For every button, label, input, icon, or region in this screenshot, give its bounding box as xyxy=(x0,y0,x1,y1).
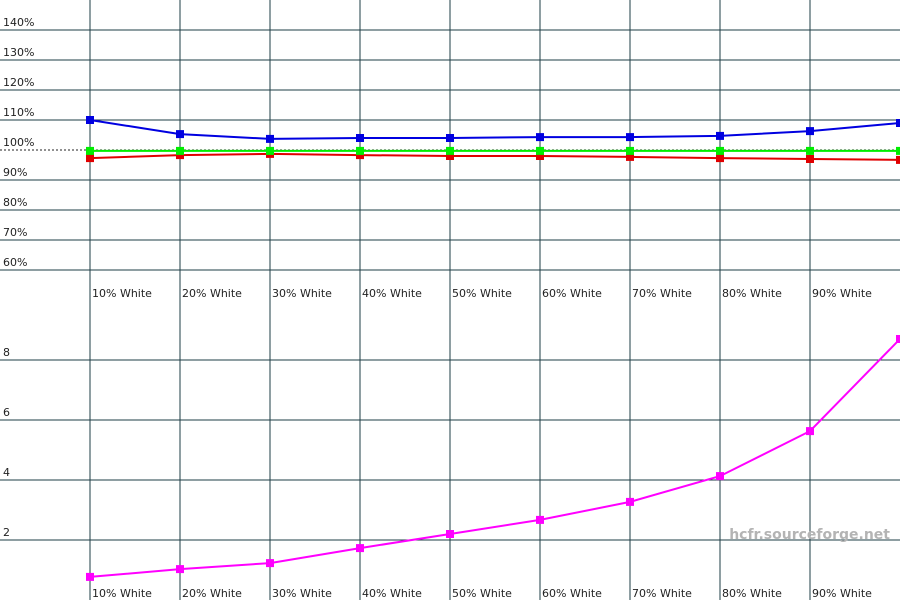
x-tick-label: 80% White xyxy=(722,287,782,300)
point-marker xyxy=(896,155,900,164)
x-tick-label: 90% White xyxy=(812,287,872,300)
y-tick-label: 6 xyxy=(3,406,10,419)
x-tick-label: 70% White xyxy=(632,587,692,600)
point-marker xyxy=(626,133,634,142)
y-tick-label: 110% xyxy=(3,106,34,119)
point-marker xyxy=(356,151,364,160)
y-tick-label: 140% xyxy=(3,16,34,29)
point-marker xyxy=(266,559,274,568)
point-marker xyxy=(86,572,94,581)
point-marker xyxy=(626,146,634,155)
y-tick-label: 90% xyxy=(3,166,27,179)
point-marker xyxy=(896,335,900,343)
x-tick-label: 30% White xyxy=(272,287,332,300)
series-line xyxy=(89,119,900,140)
point-marker xyxy=(266,146,274,155)
x-tick-label: 40% White xyxy=(362,587,422,600)
x-tick-label: 80% White xyxy=(722,587,782,600)
x-tick-label: 50% White xyxy=(452,587,512,600)
point-marker xyxy=(806,427,814,436)
y-tick-label: 120% xyxy=(3,76,34,89)
y-tick-label: 80% xyxy=(3,196,27,209)
y-tick-label: 4 xyxy=(3,466,10,479)
point-marker xyxy=(86,154,94,163)
point-marker xyxy=(896,119,900,127)
x-tick-label: 70% White xyxy=(632,287,692,300)
point-marker xyxy=(536,515,544,524)
series-line xyxy=(89,338,900,578)
point-marker xyxy=(356,134,364,142)
point-marker xyxy=(86,146,94,155)
y-tick-label: 100% xyxy=(3,136,34,149)
point-marker xyxy=(86,116,94,124)
point-marker xyxy=(446,146,454,155)
point-marker xyxy=(716,154,724,163)
y-tick-label: 70% xyxy=(3,226,27,239)
series-line xyxy=(89,152,900,161)
x-tick-label: 30% White xyxy=(272,587,332,600)
point-marker xyxy=(446,152,454,160)
point-marker xyxy=(626,497,634,506)
point-marker xyxy=(806,146,814,155)
point-marker xyxy=(716,472,724,481)
point-marker xyxy=(176,565,184,574)
point-marker xyxy=(176,151,184,160)
point-marker xyxy=(806,155,814,163)
x-tick-label: 10% White xyxy=(92,587,152,600)
point-marker xyxy=(176,146,184,155)
point-marker xyxy=(266,134,274,143)
point-marker xyxy=(806,127,814,136)
watermark: hcfr.sourceforge.net xyxy=(729,527,890,543)
point-marker xyxy=(446,530,454,538)
point-marker xyxy=(536,133,544,142)
x-tick-label: 20% White xyxy=(182,587,242,600)
point-marker xyxy=(176,130,184,139)
point-marker xyxy=(536,152,544,160)
point-marker xyxy=(536,146,544,155)
x-tick-label: 20% White xyxy=(182,287,242,300)
point-marker xyxy=(716,146,724,155)
y-tick-label: 60% xyxy=(3,256,27,269)
x-tick-label: 10% White xyxy=(92,287,152,300)
point-marker xyxy=(716,131,724,140)
point-marker xyxy=(626,152,634,161)
x-tick-label: 90% White xyxy=(812,587,872,600)
point-marker xyxy=(446,134,454,142)
point-marker xyxy=(356,544,364,553)
point-marker xyxy=(356,146,364,155)
y-tick-label: 2 xyxy=(3,526,10,539)
y-tick-label: 8 xyxy=(3,346,10,359)
x-tick-label: 60% White xyxy=(542,287,602,300)
y-tick-label: 130% xyxy=(3,46,34,59)
x-tick-label: 50% White xyxy=(452,287,512,300)
x-tick-label: 40% White xyxy=(362,287,422,300)
x-tick-label: 60% White xyxy=(542,587,602,600)
point-marker xyxy=(896,146,900,155)
